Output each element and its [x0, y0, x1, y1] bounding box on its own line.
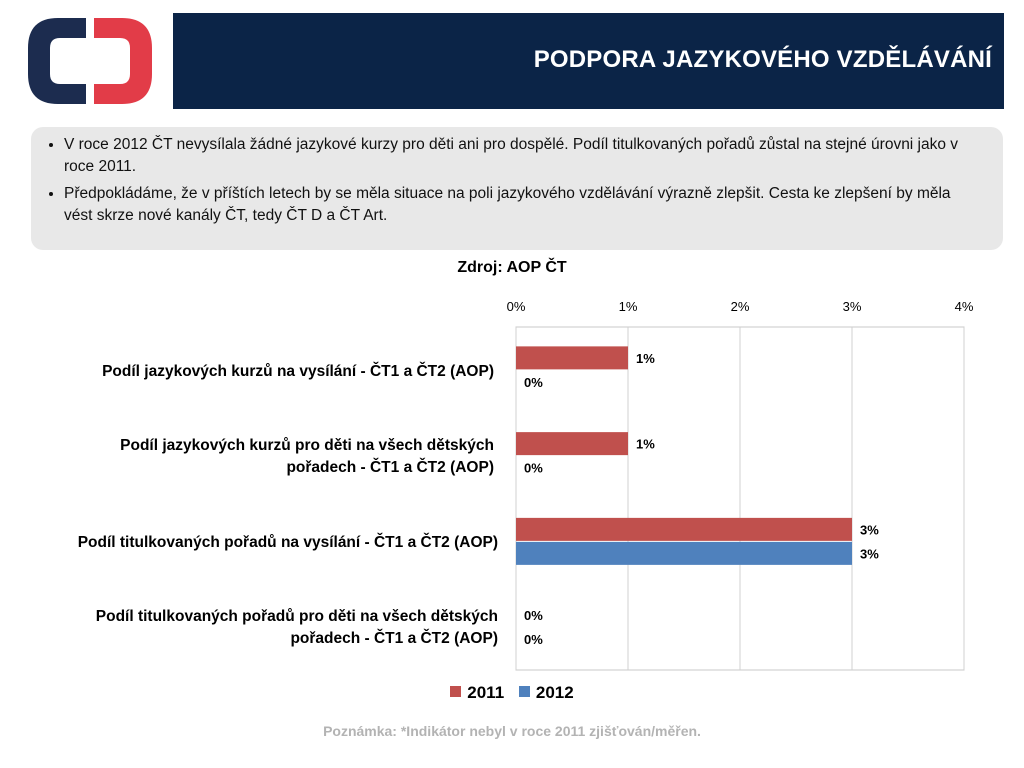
- legend-label: 2011: [467, 683, 505, 702]
- category-label: Podíl titulkovaných pořadů pro děti na v…: [95, 608, 498, 647]
- page-title: PODPORA JAZYKOVÉHO VZDĚLÁVÁNÍ: [533, 46, 992, 73]
- bar-2011: [516, 346, 628, 370]
- bar-2012: [516, 541, 852, 565]
- data-label: 3%: [860, 522, 879, 537]
- bar-2011: [516, 432, 628, 456]
- data-label: 3%: [860, 546, 879, 561]
- chart-legend: 2011 2012: [0, 683, 1024, 703]
- x-tick-label: 0%: [507, 299, 526, 314]
- x-tick-label: 4%: [955, 299, 974, 314]
- x-tick-label: 3%: [843, 299, 862, 314]
- x-tick-label: 1%: [619, 299, 638, 314]
- legend-item-2011: 2011: [450, 683, 504, 703]
- note-item: Předpokládáme, že v příštích letech by s…: [64, 183, 983, 227]
- data-label: 1%: [636, 437, 655, 452]
- data-label: 1%: [636, 351, 655, 366]
- category-label: Podíl titulkovaných pořadů na vysílání -…: [77, 534, 498, 551]
- notes-list: V roce 2012 ČT nevysílala žádné jazykové…: [31, 127, 1003, 227]
- data-label: 0%: [524, 375, 543, 390]
- legend-swatch-2012: [518, 686, 530, 698]
- logo-right-bracket: [94, 18, 152, 104]
- chart-source: Zdroj: AOP ČT: [457, 259, 567, 276]
- header-band: PODPORA JAZYKOVÉHO VZDĚLÁVÁNÍ: [173, 13, 1004, 109]
- legend-item-2012: 2012: [518, 683, 574, 703]
- category-label: Podíl jazykových kurzů pro děti na všech…: [120, 437, 494, 476]
- data-label: 0%: [524, 461, 543, 476]
- logo-left-bracket: [28, 18, 86, 104]
- footnote: Poznámka: *Indikátor nebyl v roce 2011 z…: [323, 723, 701, 739]
- notes-box: V roce 2012 ČT nevysílala žádné jazykové…: [31, 127, 1003, 250]
- legend-label: 2012: [535, 683, 574, 702]
- bar-2011: [516, 517, 852, 541]
- category-label: Podíl jazykových kurzů na vysílání - ČT1…: [102, 363, 494, 380]
- x-tick-label: 2%: [731, 299, 750, 314]
- data-label: 0%: [524, 608, 543, 623]
- data-label: 0%: [524, 632, 543, 647]
- legend-swatch-2011: [450, 686, 462, 698]
- ct-logo: [28, 18, 152, 104]
- note-item: V roce 2012 ČT nevysílala žádné jazykové…: [64, 134, 983, 178]
